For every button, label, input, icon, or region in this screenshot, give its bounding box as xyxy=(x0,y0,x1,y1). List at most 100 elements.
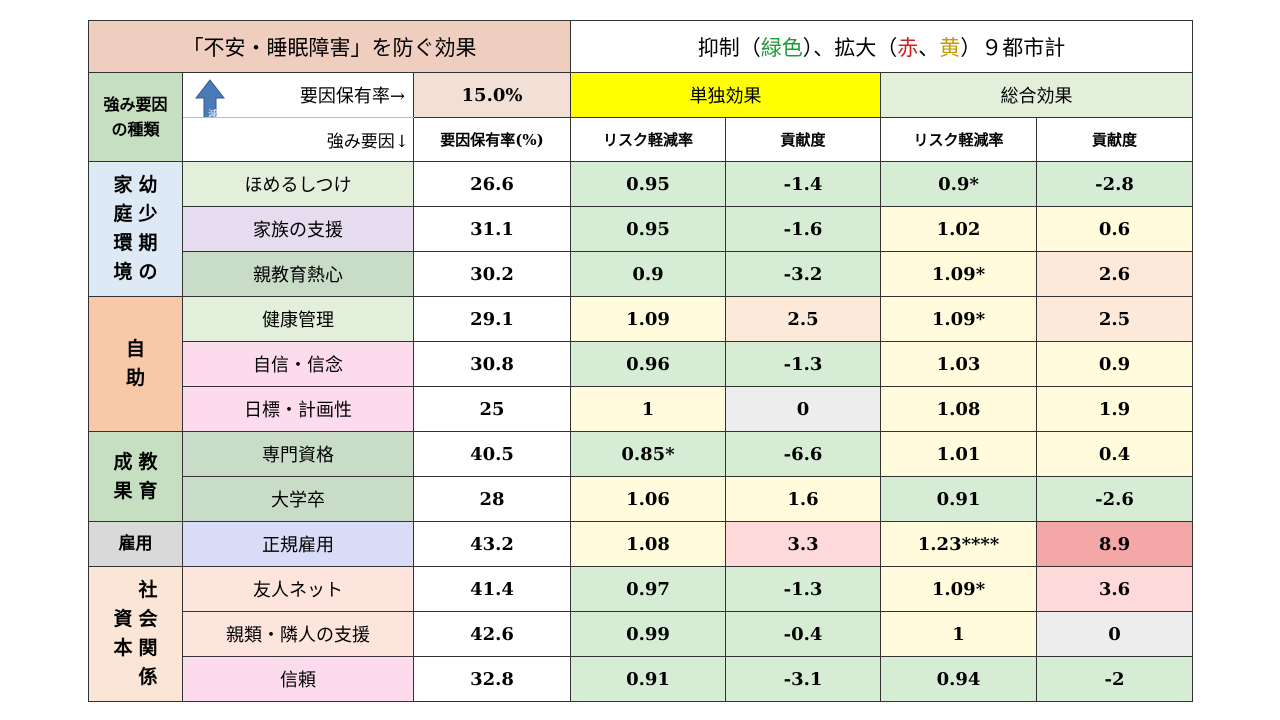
factor-name: 家族の支援 xyxy=(182,206,414,252)
category-employment: 雇用 xyxy=(88,521,183,567)
rate-value: 29.1 xyxy=(413,296,571,342)
rate-col-header: 要因保有率(%) xyxy=(413,117,571,162)
total-contribution-value: 0.9 xyxy=(1036,341,1193,387)
single-contribution-value: -3.2 xyxy=(725,251,881,297)
factor-name: 正規雇用 xyxy=(182,521,414,567)
legend-title: 抑制（緑色）、拡大（赤、黄）９都市計 xyxy=(570,20,1193,73)
table-row: 自助 健康管理 29.1 1.09 2.5 1.09* 2.5 xyxy=(88,296,1193,432)
total-contribution-value: -2.6 xyxy=(1036,476,1193,522)
effects-table: 「不安・睡眠障害」を防ぐ効果 抑制（緑色）、拡大（赤、黄）９都市計 強み要因 の種… xyxy=(88,20,1193,702)
single-contribution-value: -3.1 xyxy=(725,656,881,702)
table-row: 親類・隣人の支援 42.6 0.99 -0.4 1 0 xyxy=(89,611,1193,657)
total-effect-header: 総合効果 xyxy=(880,72,1193,118)
single-risk-value: 1.09 xyxy=(570,296,726,342)
factor-name: 日標・計画性 xyxy=(182,386,414,432)
total-risk-value: 1.01 xyxy=(880,431,1037,477)
factor-name: 健康管理 xyxy=(182,296,414,342)
single-risk-value: 1.06 xyxy=(570,476,726,522)
single-risk-value: 1 xyxy=(570,386,726,432)
single-contribution-value: -0.4 xyxy=(725,611,881,657)
single-contribution-value: 0 xyxy=(725,386,881,432)
table-row: 大学卒 28 1.06 1.6 0.91 -2.6 xyxy=(89,476,1193,522)
total-contribution-value: 1.9 xyxy=(1036,386,1193,432)
factor-name: ほめるしつけ xyxy=(182,161,414,207)
total-contribution-value: 8.9 xyxy=(1036,521,1193,567)
total-risk-value: 0.94 xyxy=(880,656,1037,702)
total-risk-value: 1.03 xyxy=(880,341,1037,387)
rate-value: 43.2 xyxy=(413,521,571,567)
single-risk-value: 0.96 xyxy=(570,341,726,387)
category-education: 成果 教育 xyxy=(88,431,183,522)
total-contribution-value: 0 xyxy=(1036,611,1193,657)
total-risk-value: 1.09* xyxy=(880,566,1037,612)
rate-value: 32.8 xyxy=(413,656,571,702)
rate-value: 30.8 xyxy=(413,341,571,387)
rate-value: 25 xyxy=(413,386,571,432)
rate-value: 42.6 xyxy=(413,611,571,657)
factor-label: 強み要因↓ xyxy=(182,117,414,162)
single-contribution-value: 2.5 xyxy=(725,296,881,342)
table-row: 親教育熱心 30.2 0.9 -3.2 1.09* 2.6 xyxy=(89,251,1193,297)
single-risk-value: 0.95 xyxy=(570,161,726,207)
single-risk-value: 0.95 xyxy=(570,206,726,252)
single-risk-value: 0.99 xyxy=(570,611,726,657)
table-row: 信頼 32.8 0.91 -3.1 0.94 -2 xyxy=(89,656,1193,702)
table-row: 雇用 正規雇用 43.2 1.08 3.3 1.23**** 8.9 xyxy=(88,521,1193,567)
total-risk-header: リスク軽減率 xyxy=(880,117,1037,162)
total-contribution-value: 3.6 xyxy=(1036,566,1193,612)
single-risk-value: 0.97 xyxy=(570,566,726,612)
rate-value: 40.5 xyxy=(413,431,571,477)
total-risk-value: 1.23**** xyxy=(880,521,1037,567)
single-risk-value: 1.08 xyxy=(570,521,726,567)
total-risk-value: 0.91 xyxy=(880,476,1037,522)
factor-name: 親類・隣人の支援 xyxy=(182,611,414,657)
strength-type-header: 強み要因 の種類 xyxy=(88,72,183,162)
single-contribution-value: -1.6 xyxy=(725,206,881,252)
rate-value: 26.6 xyxy=(413,161,571,207)
total-contribution-value: 2.5 xyxy=(1036,296,1193,342)
single-risk-value: 0.9 xyxy=(570,251,726,297)
factor-rate-label: リスク軽減 要因保有率→ xyxy=(182,72,414,118)
single-risk-value: 0.91 xyxy=(570,656,726,702)
single-risk-value: 0.85* xyxy=(570,431,726,477)
factor-name: 大学卒 xyxy=(182,476,414,522)
rate-value: 30.2 xyxy=(413,251,571,297)
rate-value: 41.4 xyxy=(413,566,571,612)
single-contribution-value: -1.3 xyxy=(725,341,881,387)
total-risk-value: 1.08 xyxy=(880,386,1037,432)
single-contribution-value: -1.3 xyxy=(725,566,881,612)
factor-rate-value: 15.0% xyxy=(413,72,571,118)
total-contribution-header: 貢献度 xyxy=(1036,117,1193,162)
total-contribution-value: 0.6 xyxy=(1036,206,1193,252)
total-risk-value: 0.9* xyxy=(880,161,1037,207)
total-risk-value: 1.09* xyxy=(880,296,1037,342)
total-contribution-value: 2.6 xyxy=(1036,251,1193,297)
legend-green: 緑色 xyxy=(760,35,803,60)
factor-name: 友人ネット xyxy=(182,566,414,612)
rate-value: 31.1 xyxy=(413,206,571,252)
single-contribution-value: 1.6 xyxy=(725,476,881,522)
risk-arrow-text: リスク軽減 xyxy=(206,101,242,117)
legend-red: 赤 xyxy=(897,35,919,60)
factor-name: 親教育熱心 xyxy=(182,251,414,297)
single-contribution-value: 3.3 xyxy=(725,521,881,567)
single-contribution-value: -6.6 xyxy=(725,431,881,477)
single-contribution-value: -1.4 xyxy=(725,161,881,207)
single-contribution-header: 貢献度 xyxy=(725,117,881,162)
table-row: 成果 教育 専門資格 40.5 0.85* -6.6 1.01 0.4 xyxy=(88,431,1193,522)
factor-name: 信頼 xyxy=(182,656,414,702)
total-risk-value: 1.02 xyxy=(880,206,1037,252)
total-contribution-value: -2 xyxy=(1036,656,1193,702)
legend-yellow: 黄 xyxy=(939,35,961,60)
total-contribution-value: 0.4 xyxy=(1036,431,1193,477)
table-row: 日標・計画性 25 1 0 1.08 1.9 xyxy=(89,386,1193,432)
table-row: 自信・信念 30.8 0.96 -1.3 1.03 0.9 xyxy=(89,341,1193,387)
single-risk-header: リスク軽減率 xyxy=(570,117,726,162)
rate-value: 28 xyxy=(413,476,571,522)
table-row: 家族の支援 31.1 0.95 -1.6 1.02 0.6 xyxy=(89,206,1193,252)
total-contribution-value: -2.8 xyxy=(1036,161,1193,207)
category-self: 自助 xyxy=(88,296,183,432)
category-family: 家庭環境 幼少期の xyxy=(88,161,183,297)
